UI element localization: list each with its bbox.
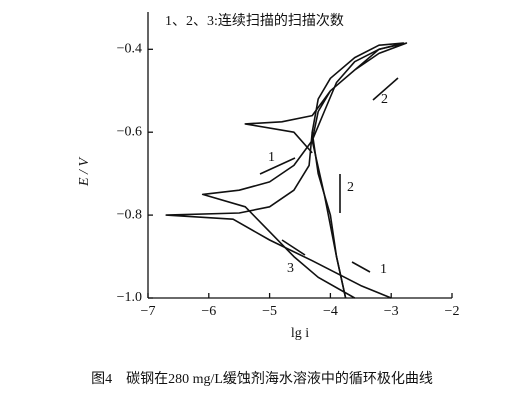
arrow bbox=[351, 261, 371, 273]
x-tick-label: −6 bbox=[201, 304, 216, 319]
x-tick-label: −2 bbox=[445, 304, 460, 319]
curve bbox=[201, 42, 405, 299]
arrow bbox=[372, 77, 399, 101]
arrow bbox=[259, 157, 296, 175]
x-tick-label: −3 bbox=[384, 304, 399, 319]
y-tick-label: −0.4 bbox=[117, 42, 142, 57]
annotation: 2 bbox=[347, 180, 354, 195]
annotation: 1 bbox=[268, 150, 275, 165]
x-tick-label: −7 bbox=[141, 304, 156, 319]
annotation: 2 bbox=[381, 92, 388, 107]
x-axis-label: lg i bbox=[291, 326, 309, 341]
y-tick-label: −1.0 bbox=[117, 290, 142, 305]
y-axis-label: E / V bbox=[77, 157, 92, 187]
annotation: 1 bbox=[380, 262, 387, 277]
x-tick-label: −5 bbox=[262, 304, 277, 319]
arrows bbox=[259, 77, 399, 273]
caption: 图4 碳钢在280 mg/L缓蚀剂海水溶液中的循环极化曲线 bbox=[91, 371, 433, 387]
annotation: 3 bbox=[287, 261, 294, 276]
curve bbox=[165, 132, 392, 299]
curve bbox=[244, 42, 408, 299]
x-tick-label: −4 bbox=[323, 304, 338, 319]
y-tick-label: −0.8 bbox=[117, 207, 142, 222]
y-tick-label: −0.6 bbox=[117, 124, 142, 139]
arrow bbox=[281, 239, 306, 256]
note: 1、2、3:连续扫描的扫描次数 bbox=[165, 12, 344, 29]
